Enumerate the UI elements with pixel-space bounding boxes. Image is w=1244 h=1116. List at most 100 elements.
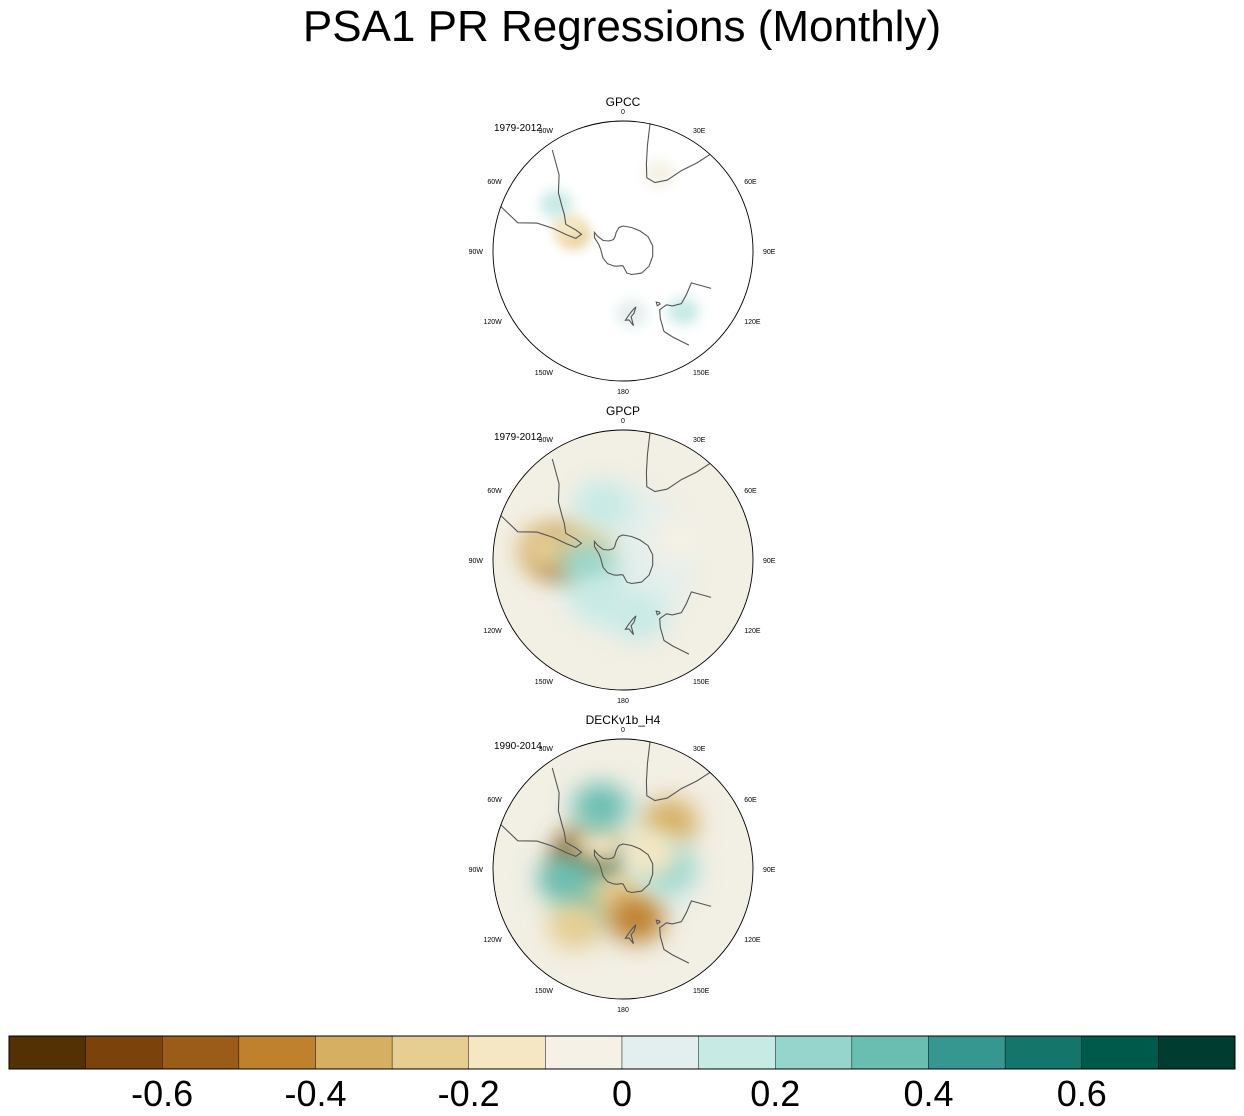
lon-label: 0	[621, 418, 625, 425]
colorbar-tick-label: -0.4	[284, 1073, 346, 1114]
figure-title: PSA1 PR Regressions (Monthly)	[302, 2, 942, 51]
colorbar-swatch	[851, 1035, 929, 1070]
lon-label: 180	[617, 698, 629, 705]
colorbar-swatch	[162, 1035, 240, 1070]
colorbar-swatch	[315, 1035, 393, 1070]
anomaly-blob	[547, 901, 604, 950]
lon-label: 150W	[535, 679, 554, 686]
colorbar-tick-label: -0.2	[438, 1073, 500, 1114]
lon-label: 30E	[693, 437, 706, 444]
lon-label: 150W	[535, 988, 554, 995]
colorbar-tick-label: 0.4	[903, 1073, 953, 1114]
lon-label: 90W	[469, 249, 484, 256]
anomaly-blob	[667, 297, 700, 325]
field-background	[493, 121, 753, 381]
colorbar-swatch	[391, 1035, 469, 1070]
coast-australia	[659, 282, 712, 346]
coast-south-america	[500, 149, 583, 240]
colorbar-swatch	[1081, 1035, 1159, 1070]
lon-label: 30E	[693, 128, 706, 135]
map-border	[492, 429, 754, 691]
colorbar-swatch	[8, 1035, 86, 1070]
panel-period: 1990-2014	[494, 741, 542, 752]
coast-australia	[659, 591, 712, 655]
lon-label: 120E	[744, 319, 761, 326]
colorbar-swatch	[468, 1035, 546, 1070]
colorbar-swatch	[238, 1035, 316, 1070]
coast-antarctica	[593, 843, 654, 894]
anomaly-blob	[574, 481, 631, 529]
map-panels: GPCC 1979-2012 0 30E 60E 90E 120E 150E 180 150W 12…	[469, 95, 776, 1014]
colorbar: -0.6 -0.4 -0.2 0 0.2 0.4 0.6	[8, 1035, 1236, 1114]
lon-label: 60W	[487, 797, 502, 804]
coastlines	[500, 123, 712, 346]
lon-label: 30W	[539, 746, 554, 753]
lon-label: 120E	[744, 628, 761, 635]
map-panel-gpcp: GPCP 1979-2012 0 30E 60E 90E 120E 150E 180 150W 12…	[469, 404, 776, 705]
lon-label: 90E	[763, 249, 776, 256]
colorbar-frame	[8, 1035, 1236, 1070]
lon-label: 120W	[484, 319, 503, 326]
anomaly-blob	[622, 829, 679, 878]
anomaly-blob	[572, 818, 629, 866]
colorbar-tick-label: 0	[612, 1073, 632, 1114]
coast-africa	[645, 432, 711, 493]
lon-label: 150E	[693, 988, 710, 995]
map-border	[492, 738, 754, 1000]
colorbar-swatch	[1004, 1035, 1082, 1070]
lon-label: 60E	[744, 797, 757, 804]
colorbar-tick-label: 0.2	[750, 1073, 800, 1114]
coast-new-zealand	[624, 615, 637, 636]
lon-label: 60W	[487, 488, 502, 495]
colorbar-swatch	[621, 1035, 699, 1070]
lon-label: 30E	[693, 746, 706, 753]
colorbar-swatch	[928, 1035, 1006, 1070]
lon-label: 30W	[539, 128, 554, 135]
colorbar-swatch	[545, 1035, 623, 1070]
colorbar-swatch	[775, 1035, 853, 1070]
lon-label: 60E	[744, 488, 757, 495]
lon-label: 150E	[693, 370, 710, 377]
colorbar-swatch	[85, 1035, 163, 1070]
coast-africa	[645, 741, 711, 802]
lon-label: 0	[621, 727, 625, 734]
panel-title: DECKv1b_H4	[586, 713, 661, 727]
coast-tasmania	[655, 610, 661, 616]
precip-field	[493, 121, 753, 381]
coast-australia	[659, 900, 712, 964]
coast-south-america	[500, 458, 583, 549]
coast-tasmania	[655, 919, 661, 925]
anomaly-blob	[650, 516, 707, 564]
colorbar-tick-label: 0.6	[1057, 1073, 1107, 1114]
colorbar-tick-label: -0.6	[131, 1073, 193, 1114]
lon-label: 120W	[484, 628, 503, 635]
lon-label: 150E	[693, 679, 710, 686]
coast-antarctica	[593, 225, 654, 276]
lon-label: 90E	[763, 867, 776, 874]
lon-label: 150W	[535, 370, 554, 377]
lon-label: 60E	[744, 179, 757, 186]
lon-label: 0	[621, 109, 625, 116]
colorbar-swatch	[698, 1035, 776, 1070]
precip-field	[493, 430, 753, 690]
colorbar-swatch	[1158, 1035, 1236, 1070]
anomaly-blob	[539, 190, 572, 218]
anomaly-blob	[572, 783, 629, 831]
map-border	[492, 120, 754, 382]
map-panel-deckv1b-h4: DECKv1b_H4 1990-2014 0 30E 60E 90E 120E 150E 180…	[469, 713, 776, 1014]
lon-label: 30W	[539, 437, 554, 444]
coast-south-america	[500, 767, 583, 858]
lon-label: 180	[617, 1007, 629, 1014]
lon-label: 120W	[484, 937, 503, 944]
lon-label: 90E	[763, 558, 776, 565]
panel-title: GPCC	[606, 95, 641, 109]
panel-title: GPCP	[606, 404, 640, 418]
coastlines	[500, 432, 712, 655]
lon-label: 60W	[487, 179, 502, 186]
coast-new-zealand	[624, 306, 637, 327]
map-panel-gpcc: GPCC 1979-2012 0 30E 60E 90E 120E 150E 180 150W 12…	[469, 95, 776, 396]
coast-tasmania	[655, 301, 661, 307]
anomaly-blob	[608, 895, 665, 943]
lon-label: 120E	[744, 937, 761, 944]
